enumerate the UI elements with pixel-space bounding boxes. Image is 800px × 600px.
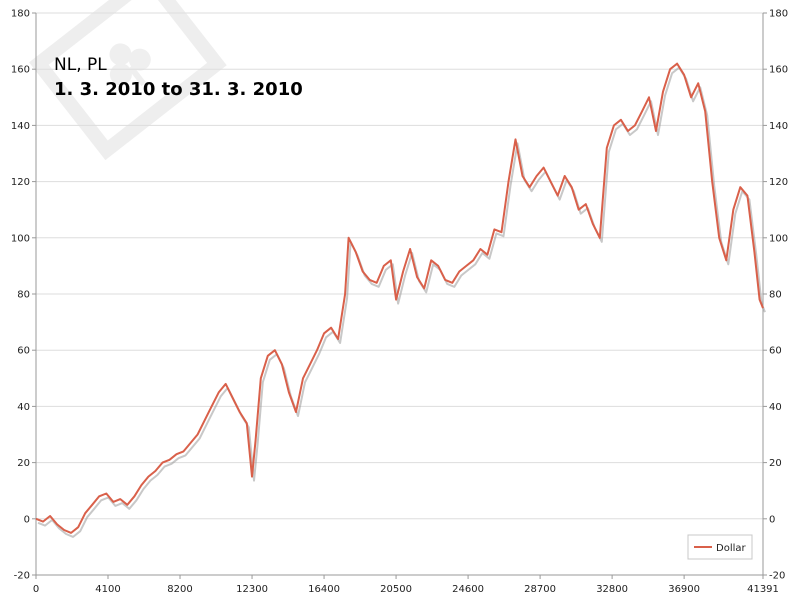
y-tick-label-left-6: 100	[11, 233, 30, 244]
x-tick-label-7: 28700	[524, 584, 556, 595]
club-icon-right	[128, 48, 151, 71]
x-tick-label-9: 36900	[668, 584, 700, 595]
y-tick-label-right-7: 120	[769, 177, 788, 188]
x-tick-label-0: 0	[33, 584, 39, 595]
y-tick-label-left-10: 180	[11, 9, 30, 20]
y-tick-label-right-1: 0	[769, 514, 775, 525]
x-tick-label-1: 4100	[95, 584, 120, 595]
watermark-frame	[29, 0, 227, 161]
x-tick-label-8: 32800	[596, 584, 628, 595]
y-tick-label-left-5: 80	[17, 290, 30, 301]
series-shadow-0	[37, 66, 766, 538]
chart-title: NL, PL	[54, 55, 107, 75]
y-tick-label-right-2: 20	[769, 458, 782, 469]
club-icon	[109, 43, 132, 66]
x-tick-label-5: 20500	[380, 584, 412, 595]
x-tick-label-4: 16400	[308, 584, 340, 595]
y-tick-label-left-1: 0	[24, 514, 30, 525]
series-line-0	[35, 62, 764, 534]
y-tick-label-right-10: 180	[769, 9, 788, 20]
watermark-shape	[29, 0, 227, 161]
y-tick-label-left-8: 140	[11, 121, 30, 132]
y-tick-label-right-5: 80	[769, 290, 782, 301]
x-tick-label-2: 8200	[167, 584, 192, 595]
y-tick-label-right-3: 40	[769, 402, 782, 413]
y-tick-label-left-7: 120	[11, 177, 30, 188]
series-layer	[35, 62, 766, 538]
x-tick-label-10: 41391	[747, 584, 779, 595]
legend: Dollar	[687, 534, 753, 560]
y-tick-label-left-9: 160	[11, 65, 30, 76]
y-tick-label-left-0: -20	[14, 571, 30, 582]
y-tick-label-left-3: 40	[17, 402, 30, 413]
x-tick-label-3: 12300	[236, 584, 268, 595]
y-tick-label-right-9: 160	[769, 65, 788, 76]
y-tick-label-left-2: 20	[17, 458, 30, 469]
y-tick-label-right-4: 60	[769, 346, 782, 357]
watermark	[29, 0, 227, 161]
chart-subtitle: 1. 3. 2010 to 31. 3. 2010	[54, 79, 303, 100]
y-tick-label-right-8: 140	[769, 121, 788, 132]
x-tick-label-6: 24600	[452, 584, 484, 595]
y-tick-label-right-6: 100	[769, 233, 788, 244]
club-icon-stem	[127, 65, 147, 87]
y-tick-label-right-0: -20	[769, 571, 785, 582]
legend-label: Dollar	[716, 543, 747, 554]
y-tick-label-left-4: 60	[17, 346, 30, 357]
